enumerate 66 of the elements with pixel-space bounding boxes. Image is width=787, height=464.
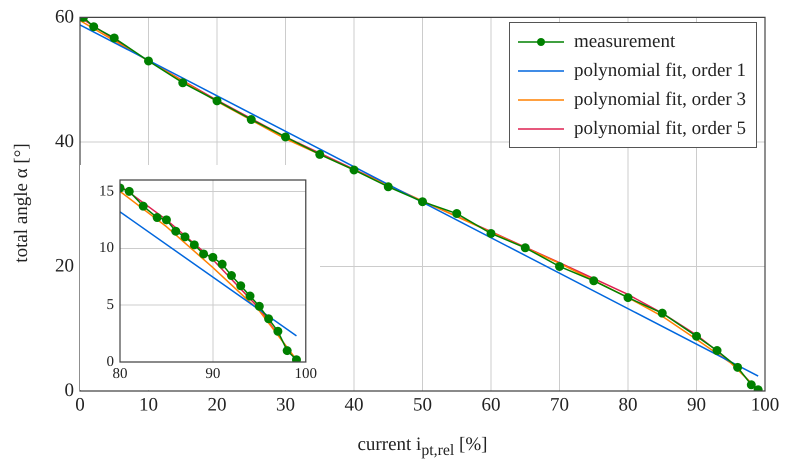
legend-label: polynomial fit, order 3 <box>574 88 746 110</box>
point <box>246 292 255 301</box>
point <box>218 260 227 269</box>
point <box>246 115 256 124</box>
point <box>226 271 236 280</box>
x-tick-label: 50 <box>413 394 432 416</box>
x-tick-label: 30 <box>276 394 295 416</box>
point <box>162 215 171 224</box>
point <box>733 362 742 372</box>
point <box>144 56 153 66</box>
point <box>452 209 462 218</box>
legend-label: polynomial fit, order 5 <box>574 118 746 140</box>
x-tick-label: 90 <box>687 394 706 416</box>
point <box>486 228 496 238</box>
point <box>692 332 701 341</box>
point <box>658 308 667 318</box>
point <box>418 197 427 206</box>
x-tick-label: 90 <box>205 366 220 382</box>
y-tick-label: 60 <box>55 6 74 28</box>
point <box>180 232 190 242</box>
point <box>520 243 530 252</box>
x-tick-label: 10 <box>139 394 158 416</box>
x-tick-label: 100 <box>750 394 780 416</box>
point <box>712 346 722 356</box>
point <box>178 78 188 88</box>
point <box>199 249 208 258</box>
y-tick-label: 0 <box>106 354 114 370</box>
point <box>281 132 290 142</box>
point <box>190 240 199 250</box>
point <box>212 96 222 106</box>
point <box>236 281 246 290</box>
point <box>254 302 264 311</box>
y-tick-label: 5 <box>106 297 114 314</box>
y-tick-label: 15 <box>99 183 114 200</box>
legend-label: polynomial fit, order 1 <box>574 60 746 82</box>
x-tick-label: 20 <box>208 394 226 416</box>
point <box>138 202 148 211</box>
x-tick-label: 100 <box>294 366 317 382</box>
y-tick-label: 20 <box>55 255 74 276</box>
y-axis-title: total angle α [°] <box>11 142 33 262</box>
point <box>746 380 756 390</box>
x-tick-label: 80 <box>112 366 128 382</box>
point <box>171 226 180 236</box>
x-axis-title: current i$_{pt,rel}$ [%] <box>356 434 489 460</box>
legend-label: measurement <box>574 30 676 52</box>
point <box>89 22 98 32</box>
point <box>589 276 598 286</box>
y-tick-label: 40 <box>55 130 74 152</box>
point <box>282 346 292 356</box>
x-tick-label: 40 <box>344 394 364 416</box>
x-tick-label: 80 <box>618 394 638 416</box>
point <box>624 293 632 302</box>
point <box>555 262 564 271</box>
point <box>152 213 162 222</box>
point <box>273 326 282 336</box>
x-tick-label: 60 <box>482 394 500 416</box>
y-tick-label: 10 <box>99 240 114 256</box>
y-tick-label: 0 <box>64 380 74 401</box>
point <box>350 165 358 174</box>
point <box>124 186 134 196</box>
x-tick-label: 70 <box>550 394 569 416</box>
point <box>264 314 274 324</box>
point <box>384 182 393 192</box>
point <box>315 150 324 159</box>
point <box>110 33 119 42</box>
point <box>208 252 218 262</box>
